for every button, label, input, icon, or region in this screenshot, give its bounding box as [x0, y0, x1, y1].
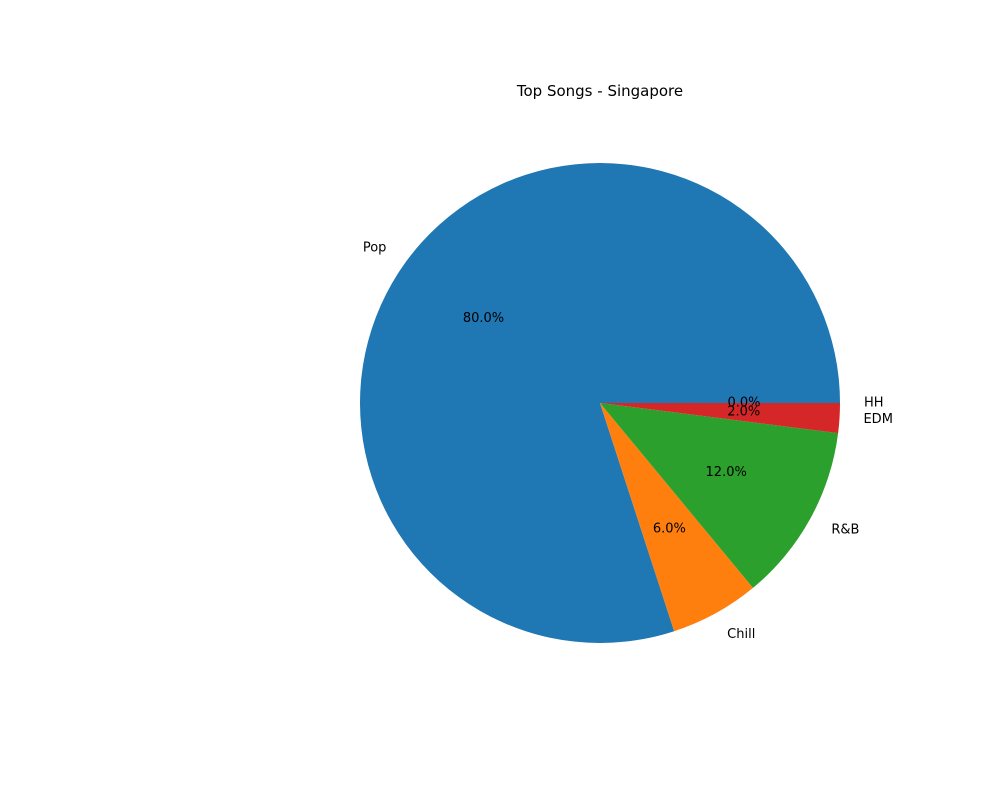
- category-label-r-b: R&B: [831, 523, 859, 538]
- category-label-chill: Chill: [727, 627, 755, 642]
- chart-title: Top Songs - Singapore: [516, 82, 683, 100]
- percent-label-edm: 2.0%: [727, 405, 760, 420]
- percent-label-chill: 6.0%: [653, 522, 686, 537]
- percent-label-r-b: 12.0%: [706, 465, 747, 480]
- pie-slices: [360, 163, 841, 644]
- pie-slice-edm: [600, 403, 840, 434]
- percent-label-hh: 0.0%: [727, 396, 760, 411]
- pie-labels: Pop 80.0% Chill 6.0% R&B 12.0% EDM 2.0% HH 0.0%: [363, 240, 893, 642]
- category-label-pop: Pop: [363, 240, 387, 255]
- pie-slice-chill: [600, 403, 753, 632]
- category-label-hh: HH: [864, 396, 884, 411]
- percent-label-pop: 80.0%: [463, 311, 504, 326]
- pie-slice-r-b: [600, 403, 839, 588]
- category-label-edm: EDM: [863, 412, 892, 427]
